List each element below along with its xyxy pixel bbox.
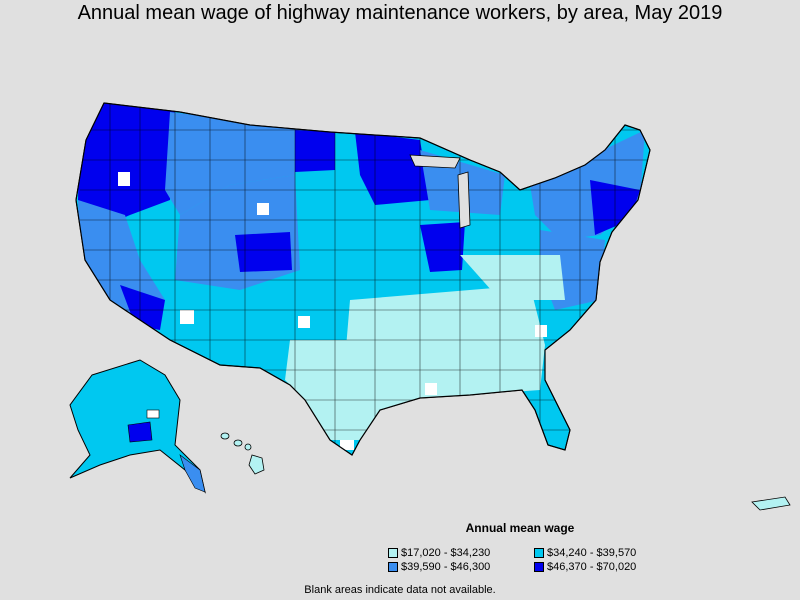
- blank-area-texas: [340, 440, 354, 450]
- region-appalachia: [460, 255, 565, 300]
- blank-area-georgia: [535, 325, 547, 337]
- blank-area-alaska: [146, 409, 160, 419]
- blank-area-new-mexico: [298, 316, 310, 328]
- legend-swatch: [388, 562, 398, 572]
- region-minnesota: [355, 132, 430, 205]
- map-title: Annual mean wage of highway maintenance …: [77, 2, 723, 24]
- alaska: [69, 359, 206, 494]
- region-illinois: [420, 222, 465, 272]
- legend-label: $39,590 - $46,300: [401, 560, 491, 573]
- legend-item-4: $46,370 - $70,020: [534, 560, 636, 574]
- footnote: Blank areas indicate data not available.: [304, 584, 496, 596]
- region-pacific-northwest: [78, 103, 175, 230]
- region-colorado-high: [235, 232, 292, 272]
- region-south-central: [345, 285, 545, 410]
- region-texas: [285, 340, 380, 440]
- legend-item-3: $39,590 - $46,300: [388, 560, 490, 574]
- region-northeast: [530, 130, 645, 240]
- puerto-rico: [751, 496, 791, 511]
- blank-area-louisiana: [425, 383, 437, 395]
- legend-item-2: $34,240 - $39,570: [534, 546, 636, 560]
- lake-michigan: [457, 171, 471, 229]
- legend-swatch: [534, 548, 544, 558]
- legend-swatch: [534, 562, 544, 572]
- region-north-dakota: [295, 130, 335, 172]
- legend-label: $17,020 - $34,230: [401, 546, 491, 559]
- contiguous-us: [75, 102, 651, 456]
- legend-title: Annual mean wage: [465, 521, 575, 535]
- hawaii: [220, 432, 265, 475]
- region-idaho-montana: [165, 112, 300, 215]
- legend-swatch: [388, 548, 398, 558]
- region-socal: [120, 285, 165, 330]
- legend-item-1: $17,020 - $34,230: [388, 546, 490, 560]
- legend-label: $46,370 - $70,020: [547, 560, 637, 573]
- blank-area-nevada: [118, 172, 130, 186]
- lake-superior: [409, 154, 461, 169]
- legend-label: $34,240 - $39,570: [547, 546, 637, 559]
- blank-area-arizona: [180, 310, 194, 324]
- alaska-anchorage-high: [127, 421, 153, 443]
- blank-area-wyoming: [257, 203, 269, 215]
